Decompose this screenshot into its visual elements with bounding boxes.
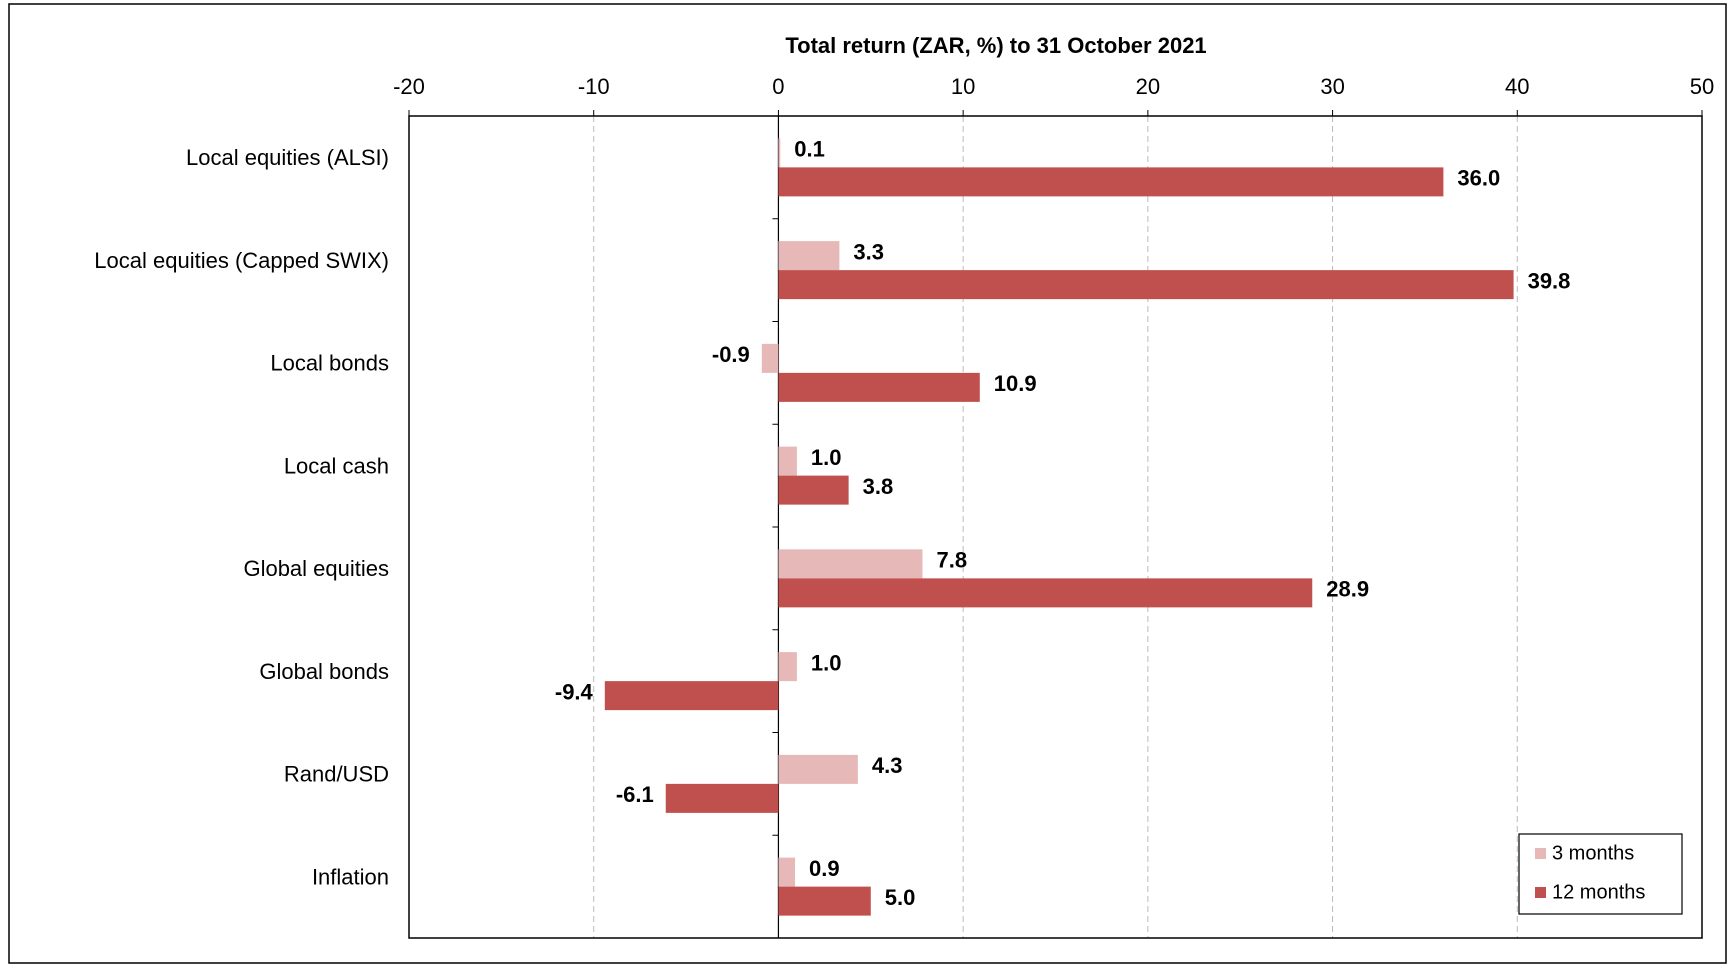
value-label: 1.0	[811, 445, 842, 470]
x-tick-label: -10	[578, 74, 610, 99]
value-label: 0.9	[809, 856, 840, 881]
bar	[778, 167, 1444, 197]
x-tick-label: 20	[1136, 74, 1160, 99]
bar	[778, 652, 797, 682]
y-tick-label: Local cash	[284, 453, 389, 478]
plot-frame	[408, 115, 1703, 939]
legend-label: 12 months	[1552, 881, 1645, 903]
chart-title: Total return (ZAR, %) to 31 October 2021	[785, 33, 1206, 58]
value-label: 4.3	[872, 753, 903, 778]
y-tick-label: Local equities (Capped SWIX)	[94, 248, 389, 273]
value-label: 3.3	[853, 239, 884, 264]
legend-box	[1518, 833, 1683, 915]
y-tick-label: Global equities	[243, 556, 389, 581]
value-label: -9.4	[555, 679, 594, 704]
y-tick-label: Inflation	[312, 864, 389, 889]
bar	[778, 549, 923, 579]
y-tick-label: Rand/USD	[284, 762, 389, 787]
bar	[778, 446, 797, 476]
bar	[778, 241, 840, 271]
bar	[778, 886, 871, 916]
x-tick-label: 30	[1320, 74, 1344, 99]
y-tick-label: Local bonds	[270, 351, 389, 376]
bar	[665, 783, 779, 813]
bar	[778, 138, 781, 168]
value-label: 10.9	[994, 371, 1037, 396]
x-tick-label: 10	[951, 74, 975, 99]
value-label: 28.9	[1326, 577, 1369, 602]
x-tick-label: 50	[1690, 74, 1714, 99]
legend-swatch	[1535, 848, 1546, 859]
bar	[778, 270, 1514, 300]
bar	[778, 578, 1313, 608]
bar	[778, 475, 849, 505]
legend-label: 3 months	[1552, 842, 1634, 864]
y-tick-label: Local equities (ALSI)	[186, 145, 389, 170]
value-label: 1.0	[811, 650, 842, 675]
bar	[778, 754, 858, 784]
value-label: 7.8	[937, 548, 968, 573]
bar	[778, 372, 980, 402]
bar	[778, 857, 796, 887]
value-label: 3.8	[863, 474, 894, 499]
value-label: 39.8	[1528, 268, 1571, 293]
value-label: -6.1	[616, 782, 654, 807]
value-label: 5.0	[885, 885, 916, 910]
x-tick-label: 40	[1505, 74, 1529, 99]
value-label: 36.0	[1457, 166, 1500, 191]
x-tick-label: 0	[772, 74, 784, 99]
legend-swatch	[1535, 887, 1546, 898]
value-label: -0.9	[712, 342, 750, 367]
x-tick-label: -20	[393, 74, 425, 99]
bar	[604, 681, 779, 711]
chart-border	[8, 3, 1727, 964]
y-tick-label: Global bonds	[259, 659, 389, 684]
bar	[761, 343, 779, 373]
value-label: 0.1	[794, 137, 825, 162]
